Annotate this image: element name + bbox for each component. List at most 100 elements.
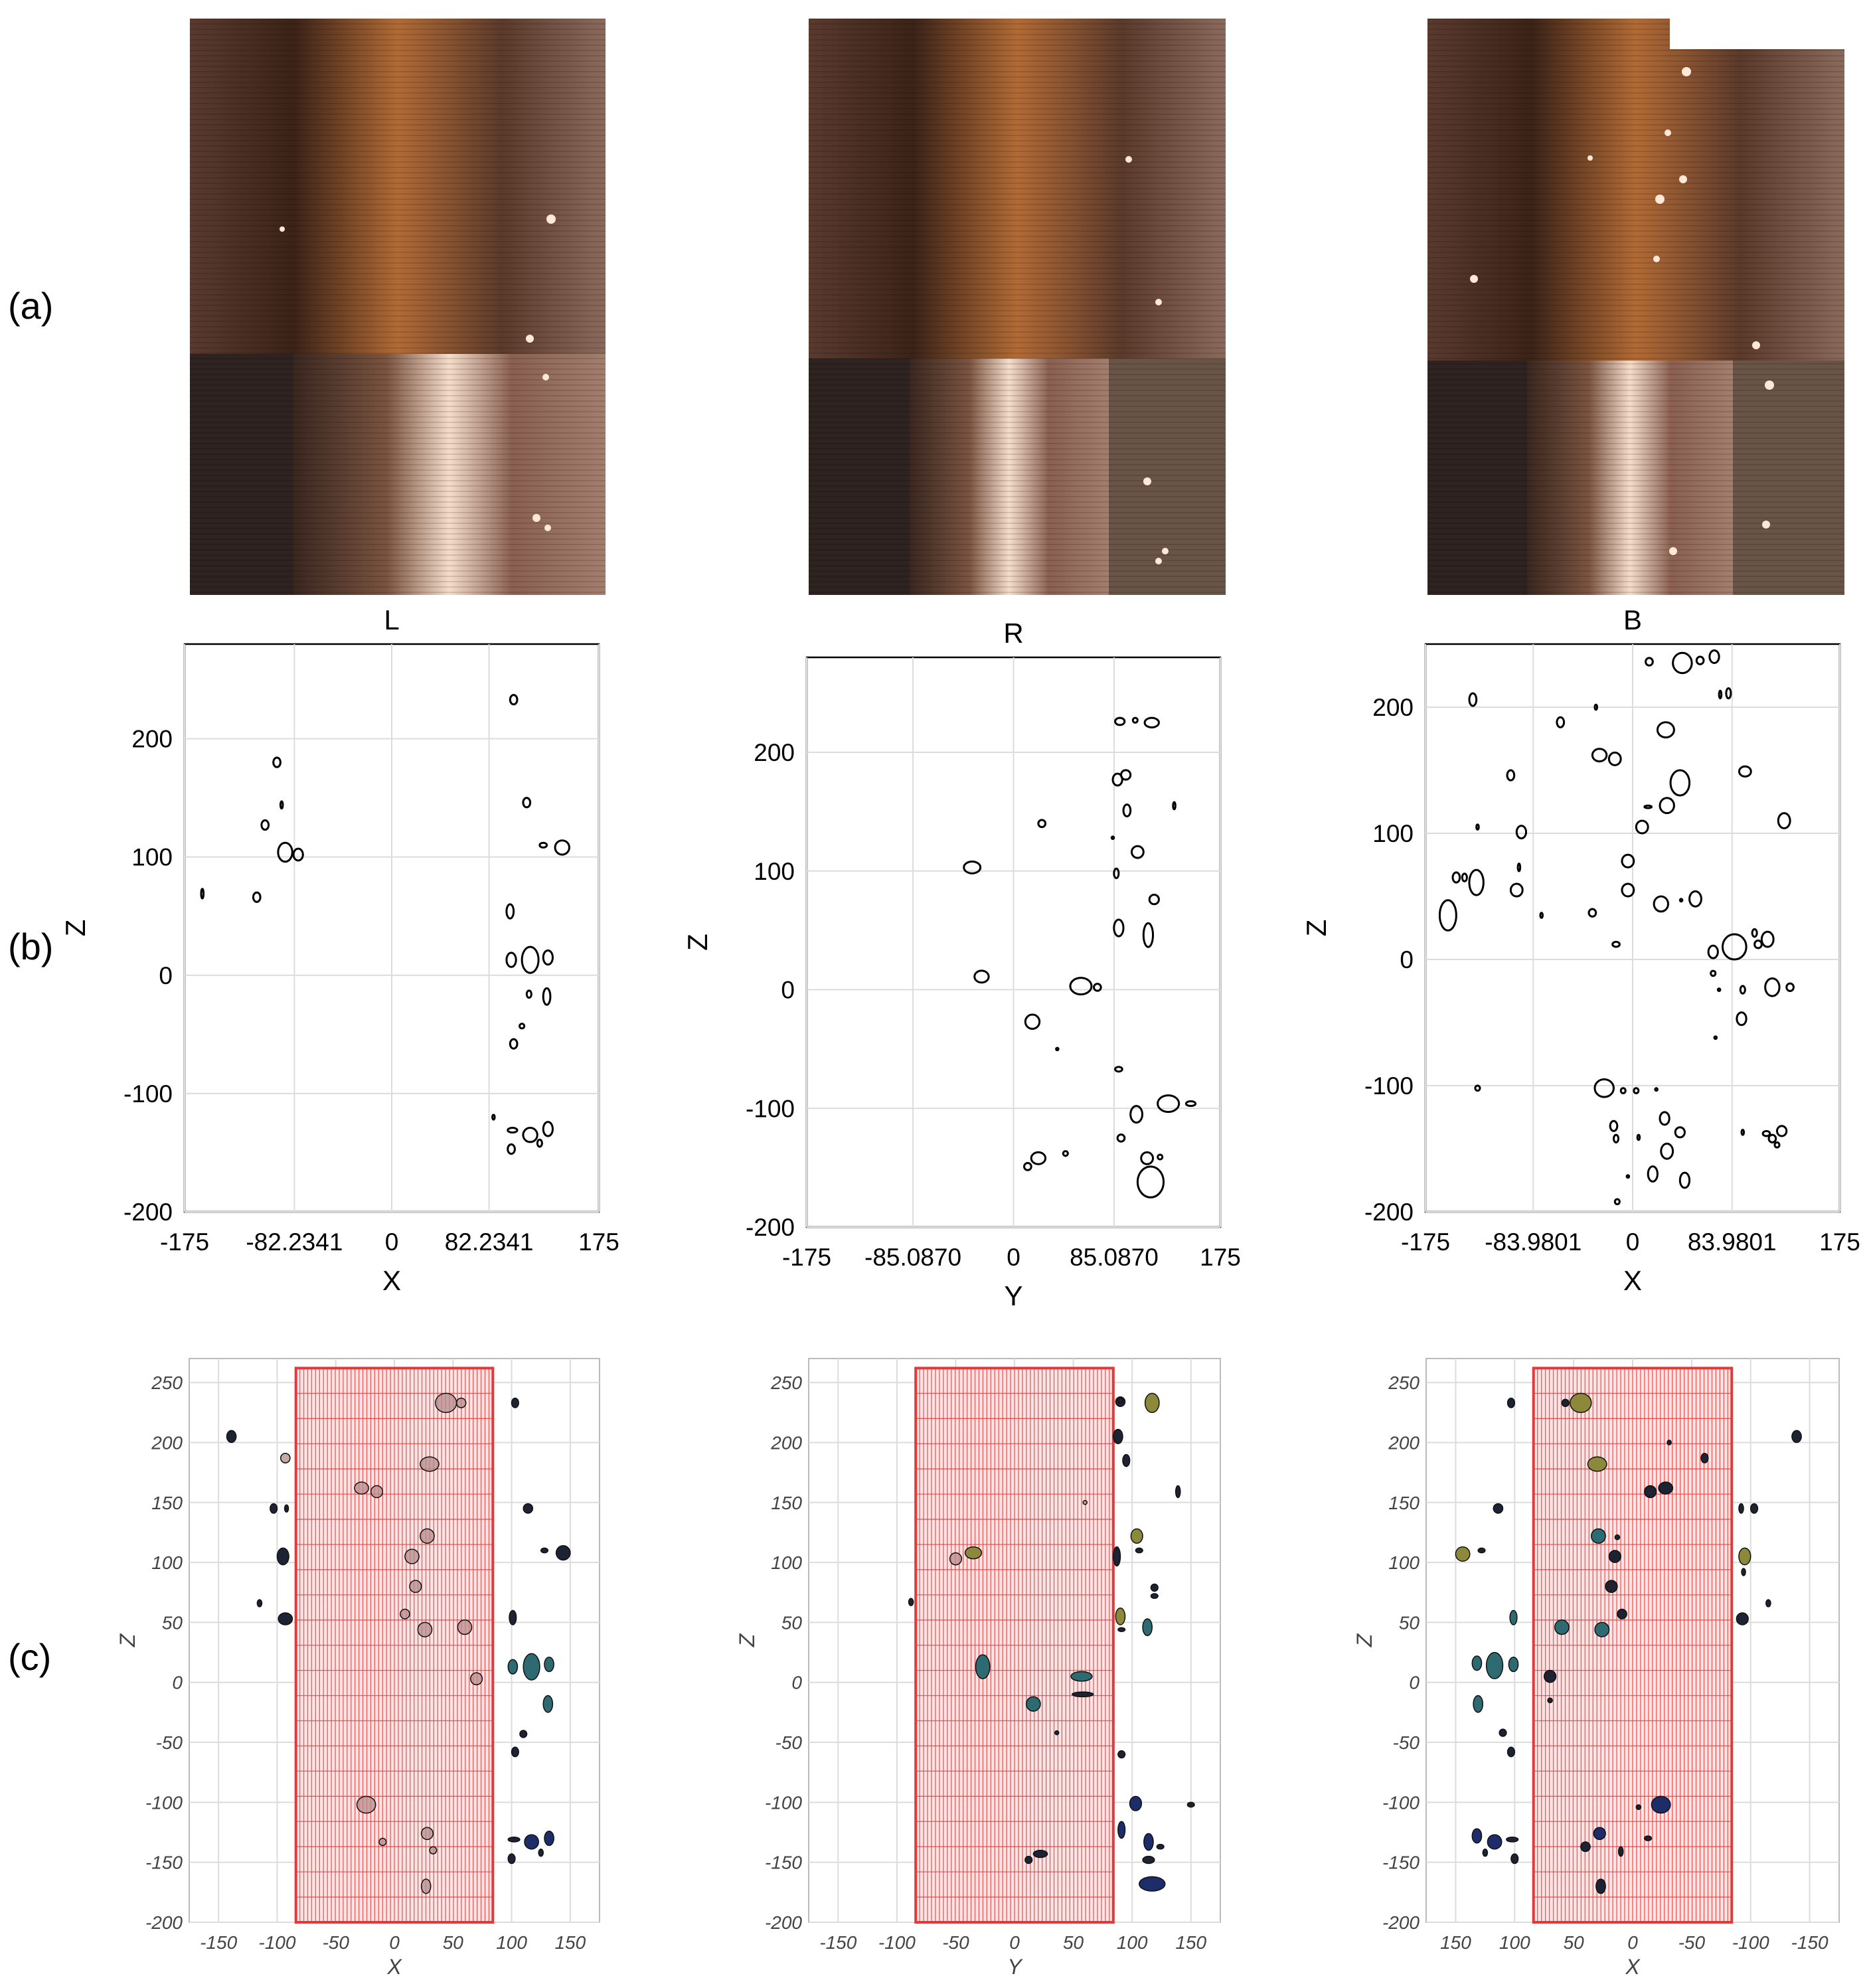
data-point — [1438, 899, 1457, 932]
data-point — [519, 1023, 526, 1030]
data-point — [1614, 1534, 1621, 1540]
data-point — [521, 946, 540, 974]
data-point — [1037, 819, 1047, 829]
y-tick-label: -200 — [765, 1912, 802, 1933]
data-point — [420, 1528, 435, 1544]
data-point — [1024, 1013, 1041, 1030]
data-point — [400, 1608, 410, 1619]
data-point — [1738, 1503, 1744, 1514]
data-point — [1678, 1171, 1691, 1189]
data-point — [1609, 1119, 1619, 1132]
y-tick-label: 150 — [151, 1493, 183, 1513]
chart-panel-3: -150 -100 -50 0 50 100 150 -200 -150 -100 -50 0 50 10… — [116, 1358, 600, 1979]
data-point — [522, 1127, 538, 1143]
x-axis-label: X — [1625, 1955, 1641, 1979]
data-point — [1617, 1608, 1627, 1619]
data-point — [1721, 933, 1747, 961]
data-point — [1653, 895, 1669, 913]
data-point — [1129, 1795, 1143, 1811]
data-point — [1142, 1855, 1155, 1864]
y-tick-label: 100 — [151, 1552, 183, 1573]
data-point — [1113, 867, 1120, 879]
data-point — [1613, 1198, 1621, 1206]
data-point — [409, 1580, 422, 1593]
data-point — [1117, 1821, 1126, 1839]
x-tick-label: 0 — [389, 1932, 400, 1953]
data-point — [1580, 1841, 1591, 1853]
y-tick-label: -200 — [123, 1199, 173, 1226]
data-point — [1621, 882, 1635, 898]
x-tick-label: -100 — [878, 1932, 916, 1953]
data-point — [1611, 940, 1621, 948]
data-point — [252, 891, 262, 903]
data-point — [1069, 977, 1093, 996]
data-point — [1554, 1619, 1570, 1635]
data-point — [1499, 1728, 1507, 1737]
x-tick-label: 150 — [1175, 1932, 1206, 1953]
data-point — [1131, 845, 1145, 859]
photo-L — [190, 19, 606, 595]
y-tick-label: 0 — [791, 1673, 802, 1693]
data-point — [509, 1038, 519, 1050]
data-point — [1072, 1691, 1094, 1698]
x-tick-label: 175 — [1819, 1228, 1860, 1256]
y-tick-label: 0 — [1409, 1673, 1420, 1693]
x-tick-label: -83.9801 — [1485, 1228, 1582, 1256]
chart-panel-4: -150 -100 -50 0 50 100 150 -200 -150 -100 -50 0 50 10… — [735, 1358, 1221, 1979]
data-point — [1785, 982, 1795, 993]
data-point — [1736, 1011, 1747, 1027]
data-point — [1713, 1035, 1718, 1040]
data-point — [354, 1481, 369, 1495]
data-point — [1111, 772, 1123, 787]
data-point — [1777, 812, 1791, 829]
data-point — [1186, 1801, 1195, 1808]
y-tick-label: 100 — [771, 1552, 802, 1573]
x-tick-label: 82.2341 — [445, 1228, 534, 1256]
data-point — [949, 1552, 963, 1566]
data-point — [1636, 1133, 1641, 1141]
data-point — [1593, 1078, 1615, 1098]
data-point — [1143, 1833, 1154, 1851]
data-point — [1156, 1843, 1165, 1850]
data-point — [964, 1546, 983, 1560]
y-axis-label: Z — [735, 1633, 759, 1647]
data-point — [507, 1836, 521, 1843]
data-point — [277, 841, 293, 863]
y-tick-label: -150 — [765, 1853, 802, 1873]
data-point — [1114, 1066, 1123, 1073]
data-point — [270, 1503, 278, 1514]
data-point — [538, 841, 548, 849]
data-point — [1506, 1746, 1516, 1758]
x-tick-label: 150 — [1440, 1932, 1471, 1953]
y-tick-label: 50 — [162, 1612, 183, 1633]
data-point — [292, 847, 304, 862]
data-point — [1023, 1161, 1032, 1171]
data-point — [1659, 1111, 1670, 1126]
x-tick-label: 100 — [496, 1932, 527, 1953]
data-point — [1751, 928, 1758, 938]
y-tick-label: 100 — [1372, 820, 1414, 847]
data-point — [1605, 1580, 1618, 1593]
x-axis-label: X — [382, 1265, 401, 1296]
data-point — [1764, 977, 1781, 997]
data-point — [1647, 1165, 1659, 1183]
y-tick-label: 100 — [754, 858, 795, 885]
data-point — [542, 987, 552, 1006]
data-point — [1093, 983, 1102, 992]
data-point — [519, 1730, 528, 1738]
x-tick-label: -100 — [258, 1932, 295, 1953]
y-tick-label: -50 — [1393, 1732, 1420, 1753]
data-point — [540, 1547, 549, 1554]
data-point — [1510, 1853, 1519, 1864]
x-tick-label: 0 — [385, 1228, 399, 1256]
data-point — [1760, 930, 1775, 948]
data-point — [1506, 1397, 1516, 1408]
data-point — [1725, 687, 1732, 700]
data-point — [1054, 1730, 1060, 1736]
data-point — [1455, 1546, 1471, 1562]
chart-title: R — [1003, 618, 1023, 649]
data-point — [1509, 1610, 1518, 1625]
data-point — [1767, 1133, 1777, 1144]
data-point — [507, 1127, 519, 1134]
